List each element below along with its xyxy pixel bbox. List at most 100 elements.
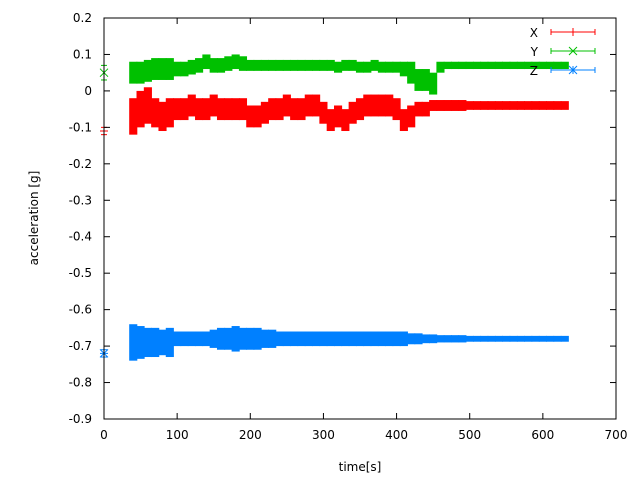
error-bar	[253, 327, 262, 350]
error-bar	[553, 101, 562, 110]
error-bar	[209, 58, 218, 73]
x-tick-label: 600	[531, 428, 554, 442]
error-bar	[436, 61, 445, 73]
error-bar	[407, 333, 416, 345]
error-bar	[531, 101, 540, 110]
error-bar	[260, 329, 269, 348]
error-bar	[348, 59, 357, 71]
error-bar	[458, 100, 467, 111]
error-bar	[282, 94, 291, 117]
error-bar	[553, 335, 562, 342]
error-bar	[494, 335, 504, 342]
error-bar	[216, 327, 226, 350]
error-bar	[246, 327, 255, 350]
error-bar	[224, 327, 233, 350]
legend-marker-icon	[568, 46, 578, 56]
legend-label-y: Y	[530, 45, 539, 59]
error-bar	[443, 61, 452, 70]
error-bar	[202, 331, 211, 347]
error-bar	[231, 326, 240, 352]
series-marks	[99, 54, 569, 361]
error-bar	[421, 69, 430, 91]
error-bar	[319, 59, 328, 71]
error-bar	[224, 56, 233, 71]
error-bar	[202, 54, 211, 70]
y-tick-label: 0.2	[73, 11, 92, 25]
error-bar	[377, 94, 386, 117]
error-bar	[465, 101, 474, 110]
error-bar	[209, 329, 218, 348]
error-bar	[165, 98, 174, 128]
error-bar	[253, 59, 262, 71]
x-tick-label: 200	[239, 428, 262, 442]
error-bar	[246, 105, 255, 128]
error-bar	[275, 59, 284, 71]
error-bar	[209, 94, 218, 117]
error-bar	[238, 56, 248, 71]
series-y	[99, 54, 569, 95]
error-bar	[451, 61, 460, 70]
error-bar	[195, 331, 204, 347]
error-bar	[370, 94, 379, 117]
error-bar	[151, 98, 160, 128]
error-bar	[494, 61, 504, 70]
error-bar	[165, 327, 174, 358]
error-bar	[297, 59, 306, 71]
error-bar	[143, 59, 152, 82]
error-bar	[363, 61, 372, 73]
error-bar	[341, 331, 350, 347]
error-bar	[429, 100, 438, 111]
error-bar	[472, 335, 482, 342]
error-bar	[385, 94, 394, 117]
error-bar	[231, 98, 240, 121]
error-bar	[187, 94, 196, 117]
error-bar	[538, 335, 547, 342]
error-bar	[451, 100, 460, 111]
error-bar	[151, 58, 160, 80]
error-bar	[231, 54, 240, 70]
error-bar	[385, 61, 394, 73]
error-bar	[348, 331, 357, 347]
error-bar	[290, 331, 299, 347]
error-bar	[165, 58, 174, 80]
error-bar	[173, 61, 182, 77]
error-bar	[290, 98, 299, 121]
y-tick-label: -0.3	[69, 193, 92, 207]
error-bar	[509, 101, 518, 110]
x-tick-label: 500	[458, 428, 481, 442]
error-bar	[129, 98, 138, 135]
error-bar	[494, 101, 504, 110]
error-bar	[458, 335, 467, 343]
error-bar	[334, 105, 343, 128]
error-bar	[531, 335, 540, 342]
error-bar	[136, 326, 145, 359]
error-bar	[392, 331, 401, 347]
error-bar	[355, 98, 365, 121]
error-bar	[385, 331, 394, 347]
error-bar	[319, 331, 328, 347]
error-bar	[443, 335, 452, 343]
error-bar	[546, 61, 555, 70]
error-bar	[268, 98, 277, 121]
error-bar	[195, 58, 204, 73]
error-bar	[326, 59, 335, 71]
x-tick-label: 700	[605, 428, 628, 442]
error-bar	[143, 327, 152, 358]
error-bar	[399, 109, 408, 132]
x-tick-label: 300	[312, 428, 335, 442]
error-bar	[472, 101, 482, 110]
series-z	[99, 324, 569, 361]
error-bar	[297, 331, 306, 347]
error-bar	[129, 324, 138, 361]
error-bar	[502, 101, 511, 110]
y-tick-label: 0.1	[73, 47, 92, 61]
error-bar	[414, 333, 423, 345]
error-bar	[472, 61, 482, 70]
legend-marker-icon	[568, 65, 578, 75]
error-bar	[509, 335, 518, 342]
error-bar	[173, 98, 182, 121]
error-bar	[458, 61, 467, 70]
error-bar	[465, 335, 474, 342]
error-bar	[238, 98, 248, 121]
y-tick-label: -0.9	[69, 412, 92, 426]
